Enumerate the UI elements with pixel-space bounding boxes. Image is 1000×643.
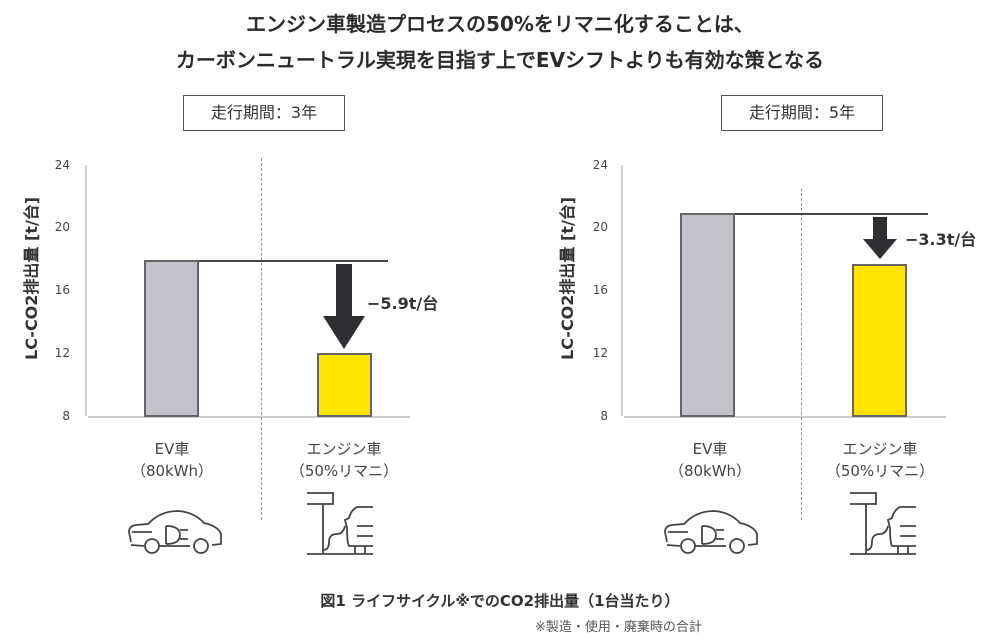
category-ev: EV車 （80kWh） (102, 438, 242, 482)
category-ev: EV車 （80kWh） (640, 438, 780, 482)
x-axis-line (624, 416, 946, 418)
arrow-down-icon (323, 264, 365, 349)
y-tick: 12 (592, 346, 608, 360)
bar-ev (144, 260, 199, 417)
y-tick: 8 (600, 409, 608, 423)
bar-engine-reman (317, 353, 372, 417)
ev-reference-line (735, 213, 928, 215)
ev-reference-line (198, 260, 388, 262)
delta-label: −5.9t/台 (367, 294, 439, 313)
gas-station-car-icon (850, 492, 916, 555)
category-engine: エンジン車 （50%リマニ） (810, 438, 950, 482)
electric-car-icon (128, 510, 222, 554)
x-axis-line (88, 416, 410, 418)
delta-label: −3.3t/台 (905, 230, 977, 249)
period-label-5yr: 走行期間：5年 (721, 95, 883, 131)
y-axis-line (85, 165, 87, 416)
category-divider (801, 188, 802, 520)
y-tick: 16 (592, 283, 608, 297)
category-ev-spec: （80kWh） (668, 462, 752, 480)
gas-station-car-icon (307, 492, 373, 555)
arrow-down-icon (863, 217, 897, 259)
y-tick: 20 (54, 220, 70, 234)
footnote: ※製造・使用・廃棄時の合計 (535, 620, 702, 635)
y-tick: 24 (54, 158, 70, 172)
y-tick: 20 (592, 220, 608, 234)
category-engine-name: エンジン車 (306, 440, 382, 458)
y-tick: 8 (62, 409, 70, 423)
bar-engine-reman (852, 264, 907, 417)
y-tick: 24 (592, 158, 608, 172)
y-tick: 16 (54, 283, 70, 297)
category-engine: エンジン車 （50%リマニ） (274, 438, 414, 482)
category-divider (261, 158, 262, 520)
y-axis-label: LC-CO2排出量 [t/台] (558, 196, 577, 360)
figure-caption: 図1 ライフサイクル※でのCO2排出量（1台当たり） (320, 592, 680, 610)
main-title-line2: カーボンニュートラル実現を目指す上でEVシフトよりも有効な策となる (175, 48, 825, 72)
bar-ev (680, 213, 735, 417)
electric-car-icon (664, 510, 758, 554)
y-tick: 12 (54, 346, 70, 360)
y-axis-label: LC-CO2排出量 [t/台] (22, 196, 41, 360)
category-ev-spec: （80kWh） (130, 462, 214, 480)
main-title-line1: エンジン車製造プロセスの50%をリマニ化することは、 (246, 12, 754, 36)
category-engine-spec: （50%リマニ） (825, 462, 935, 480)
category-ev-name: EV車 (154, 440, 190, 458)
category-ev-name: EV車 (692, 440, 728, 458)
period-label-3yr: 走行期間：3年 (183, 95, 345, 131)
y-axis-line (621, 165, 623, 416)
category-engine-name: エンジン車 (842, 440, 918, 458)
category-engine-spec: （50%リマニ） (289, 462, 399, 480)
